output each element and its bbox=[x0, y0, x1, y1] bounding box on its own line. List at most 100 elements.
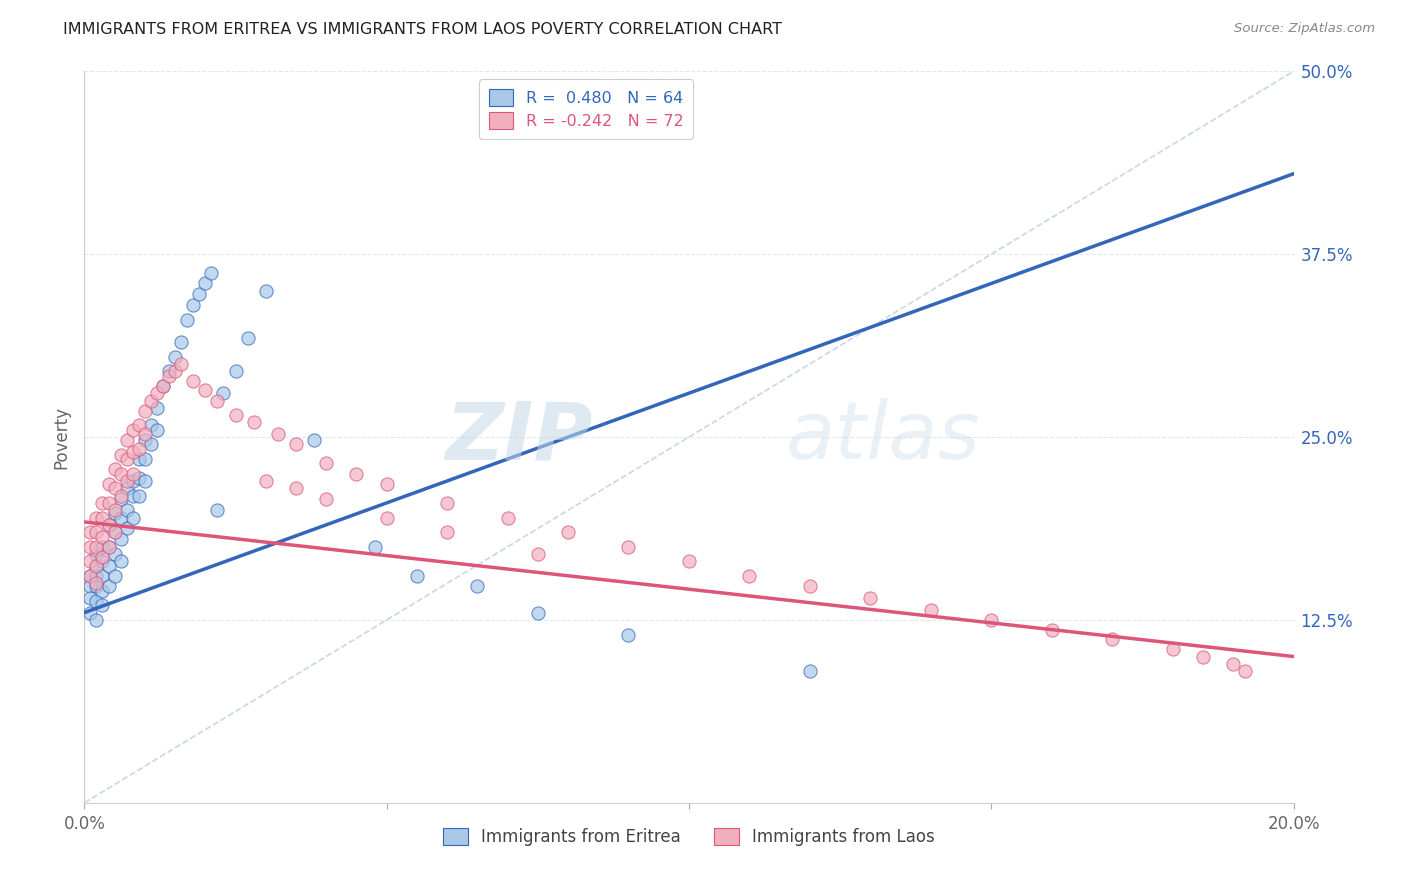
Point bbox=[79, 554, 101, 568]
Point bbox=[121, 489, 143, 503]
Point bbox=[104, 525, 127, 540]
Point bbox=[86, 547, 108, 561]
Point bbox=[225, 364, 247, 378]
Point bbox=[121, 423, 143, 437]
Point bbox=[110, 489, 132, 503]
Point bbox=[157, 364, 180, 378]
Point bbox=[188, 286, 211, 301]
Point bbox=[920, 603, 942, 617]
Legend: Immigrants from Eritrea, Immigrants from Laos: Immigrants from Eritrea, Immigrants from… bbox=[436, 822, 942, 853]
Point bbox=[86, 525, 108, 540]
Point bbox=[104, 547, 127, 561]
Point bbox=[110, 533, 132, 547]
Point bbox=[315, 491, 337, 506]
Point bbox=[617, 627, 640, 641]
Point bbox=[152, 379, 174, 393]
Point bbox=[285, 437, 308, 451]
Point bbox=[146, 423, 169, 437]
Point bbox=[97, 579, 120, 593]
Point bbox=[128, 442, 150, 456]
Point bbox=[200, 266, 222, 280]
Point bbox=[104, 481, 127, 495]
Point bbox=[79, 606, 101, 620]
Point bbox=[79, 525, 101, 540]
Point bbox=[134, 452, 156, 467]
Point bbox=[557, 525, 579, 540]
Point bbox=[128, 489, 150, 503]
Point bbox=[97, 496, 120, 510]
Point bbox=[406, 569, 429, 583]
Point bbox=[527, 606, 550, 620]
Point bbox=[212, 386, 235, 401]
Point bbox=[86, 558, 108, 573]
Point bbox=[110, 491, 132, 506]
Point bbox=[152, 379, 174, 393]
Point bbox=[1101, 632, 1123, 646]
Point bbox=[157, 368, 180, 383]
Point bbox=[86, 579, 108, 593]
Point bbox=[1234, 664, 1257, 678]
Point bbox=[97, 558, 120, 573]
Point bbox=[285, 481, 308, 495]
Point bbox=[194, 277, 217, 291]
Point bbox=[86, 510, 108, 524]
Point bbox=[527, 547, 550, 561]
Point bbox=[79, 569, 101, 583]
Point bbox=[91, 496, 114, 510]
Point bbox=[436, 525, 458, 540]
Point bbox=[139, 418, 162, 433]
Point bbox=[91, 549, 114, 564]
Point bbox=[91, 569, 114, 583]
Point bbox=[859, 591, 882, 605]
Point bbox=[496, 510, 519, 524]
Point bbox=[139, 437, 162, 451]
Point bbox=[267, 427, 290, 442]
Point bbox=[1222, 657, 1244, 671]
Point bbox=[165, 364, 187, 378]
Point bbox=[115, 481, 138, 495]
Point bbox=[115, 503, 138, 517]
Point bbox=[97, 517, 120, 532]
Point bbox=[1040, 623, 1063, 637]
Point bbox=[146, 386, 169, 401]
Point bbox=[134, 403, 156, 417]
Point bbox=[207, 503, 229, 517]
Point bbox=[79, 569, 101, 583]
Point bbox=[97, 476, 120, 491]
Point bbox=[91, 583, 114, 598]
Point bbox=[128, 452, 150, 467]
Point bbox=[91, 554, 114, 568]
Text: atlas: atlas bbox=[786, 398, 980, 476]
Point bbox=[104, 462, 127, 476]
Point bbox=[302, 433, 325, 447]
Point bbox=[86, 569, 108, 583]
Point bbox=[165, 350, 187, 364]
Point bbox=[617, 540, 640, 554]
Point bbox=[121, 444, 143, 458]
Y-axis label: Poverty: Poverty bbox=[52, 406, 70, 468]
Point bbox=[86, 613, 108, 627]
Point bbox=[97, 540, 120, 554]
Point bbox=[1192, 649, 1215, 664]
Point bbox=[134, 433, 156, 447]
Point bbox=[104, 525, 127, 540]
Point bbox=[207, 393, 229, 408]
Point bbox=[104, 569, 127, 583]
Point bbox=[799, 579, 821, 593]
Point bbox=[86, 576, 108, 591]
Point bbox=[79, 540, 101, 554]
Point bbox=[181, 375, 204, 389]
Point bbox=[980, 613, 1002, 627]
Point bbox=[91, 540, 114, 554]
Point bbox=[104, 506, 127, 520]
Point bbox=[115, 474, 138, 488]
Point bbox=[128, 471, 150, 485]
Point bbox=[176, 313, 198, 327]
Text: Source: ZipAtlas.com: Source: ZipAtlas.com bbox=[1234, 22, 1375, 36]
Point bbox=[799, 664, 821, 678]
Point bbox=[91, 510, 114, 524]
Point bbox=[91, 530, 114, 544]
Point bbox=[110, 448, 132, 462]
Point bbox=[110, 554, 132, 568]
Point bbox=[254, 474, 277, 488]
